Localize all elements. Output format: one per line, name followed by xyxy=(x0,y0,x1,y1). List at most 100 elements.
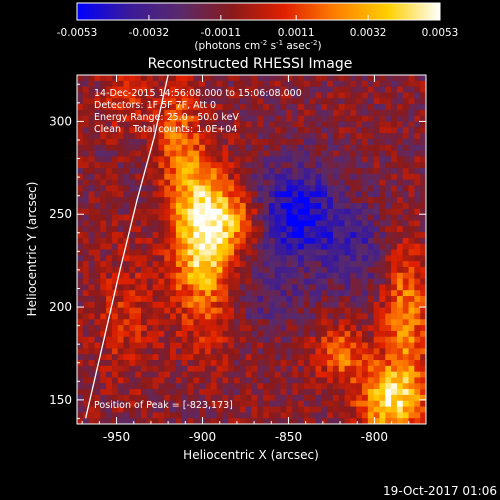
heatmap-cell xyxy=(88,272,95,279)
heatmap-cell xyxy=(216,272,223,279)
heatmap-cell xyxy=(106,92,113,99)
heatmap-cell xyxy=(140,133,148,140)
heatmap-cell xyxy=(315,412,322,419)
heatmap-cell xyxy=(367,383,375,390)
heatmap-cell xyxy=(88,232,95,239)
heatmap-cell xyxy=(251,290,258,297)
heatmap-cell xyxy=(367,86,375,93)
heatmap-cell xyxy=(222,348,229,355)
heatmap-cell xyxy=(210,197,217,204)
heatmap-cell xyxy=(187,202,194,210)
heatmap-cell xyxy=(129,92,136,99)
heatmap-cell xyxy=(327,115,334,122)
heatmap-cell xyxy=(100,214,107,221)
heatmap-cell xyxy=(292,92,299,99)
heatmap-cell xyxy=(193,290,200,297)
heatmap-cell xyxy=(286,412,293,419)
heatmap-cell xyxy=(385,162,392,169)
heatmap-cell xyxy=(94,243,101,250)
heatmap-cell xyxy=(204,354,212,361)
heatmap-cell xyxy=(280,98,287,105)
heatmap-cell xyxy=(350,243,357,250)
heatmap-cell xyxy=(338,150,345,157)
heatmap-cell xyxy=(379,249,386,256)
heatmap-cell xyxy=(414,330,421,338)
heatmap-cell xyxy=(158,412,165,419)
heatmap-cell xyxy=(356,377,363,384)
heatmap-cell xyxy=(117,98,124,105)
heatmap-cell xyxy=(117,371,124,378)
heatmap-cell xyxy=(164,92,171,99)
heatmap-cell xyxy=(210,249,217,256)
heatmap-cell xyxy=(344,185,351,192)
heatmap-cell xyxy=(420,266,426,274)
heatmap-cell xyxy=(216,406,223,413)
heatmap-cell xyxy=(129,330,136,338)
heatmap-cell xyxy=(268,301,276,309)
heatmap-cell xyxy=(129,319,136,326)
heatmap-cell xyxy=(315,80,322,88)
chart-title: Reconstructed RHESSI Image xyxy=(148,56,353,72)
heatmap-cell xyxy=(146,127,154,134)
heatmap-cell xyxy=(379,418,386,424)
heatmap-cell xyxy=(117,138,124,146)
heatmap-cell xyxy=(344,115,351,122)
heatmap-cell xyxy=(216,202,223,210)
heatmap-cell xyxy=(111,330,119,338)
heatmap-cell xyxy=(251,354,258,361)
heatmap-cell xyxy=(350,168,357,175)
heatmap-cell xyxy=(234,98,241,105)
heatmap-cell xyxy=(420,202,426,210)
info-line-energy: Energy Range: 25.0 - 50.0 keV xyxy=(94,112,239,123)
heatmap-cell xyxy=(379,243,386,250)
heatmap-cell xyxy=(152,133,159,140)
x-tick-label: -850 xyxy=(275,430,302,444)
heatmap-cell xyxy=(158,127,165,134)
heatmap-cell xyxy=(303,371,311,378)
heatmap-cell xyxy=(338,284,345,291)
heatmap-cell xyxy=(129,301,136,309)
heatmap-cell xyxy=(391,243,398,250)
heatmap-cell xyxy=(332,121,340,128)
heatmap-cell xyxy=(228,226,235,233)
heatmap-cell xyxy=(158,365,165,373)
heatmap-cell xyxy=(100,296,107,303)
heatmap-cell xyxy=(222,133,229,140)
heatmap-cell xyxy=(216,208,223,215)
heatmap-cell xyxy=(117,284,124,291)
heatmap-cell xyxy=(164,156,171,163)
heatmap-cell xyxy=(164,162,171,169)
heatmap-cell xyxy=(367,371,375,378)
heatmap-cell xyxy=(327,336,334,343)
heatmap-cell xyxy=(379,394,386,402)
heatmap-cell xyxy=(274,220,281,227)
heatmap-cell xyxy=(309,406,316,413)
heatmap-cell xyxy=(129,202,136,210)
heatmap-cell xyxy=(193,342,200,349)
heatmap-cell xyxy=(327,144,334,152)
heatmap-cell xyxy=(408,278,415,285)
heatmap-cell xyxy=(402,348,409,355)
heatmap-cell xyxy=(367,412,375,419)
heatmap-cell xyxy=(362,168,369,175)
heatmap-cell xyxy=(373,86,380,93)
heatmap-cell xyxy=(379,325,386,332)
heatmap-cell xyxy=(228,115,235,122)
heatmap-cell xyxy=(315,115,322,122)
heatmap-cell xyxy=(420,173,426,181)
heatmap-cell xyxy=(350,342,357,349)
heatmap-cell xyxy=(170,336,177,343)
heatmap-cell xyxy=(158,348,165,355)
heatmap-cell xyxy=(117,237,124,245)
heatmap-cell xyxy=(216,144,223,152)
heatmap-cell xyxy=(321,272,328,279)
heatmap-cell xyxy=(396,255,404,262)
heatmap-cell xyxy=(263,226,270,233)
heatmap-cell xyxy=(309,389,316,396)
heatmap-cell xyxy=(239,266,247,274)
heatmap-cell xyxy=(135,261,142,268)
heatmap-cell xyxy=(379,284,386,291)
heatmap-cell xyxy=(135,394,142,402)
heatmap-cell xyxy=(239,272,247,279)
heatmap-cell xyxy=(286,371,293,378)
